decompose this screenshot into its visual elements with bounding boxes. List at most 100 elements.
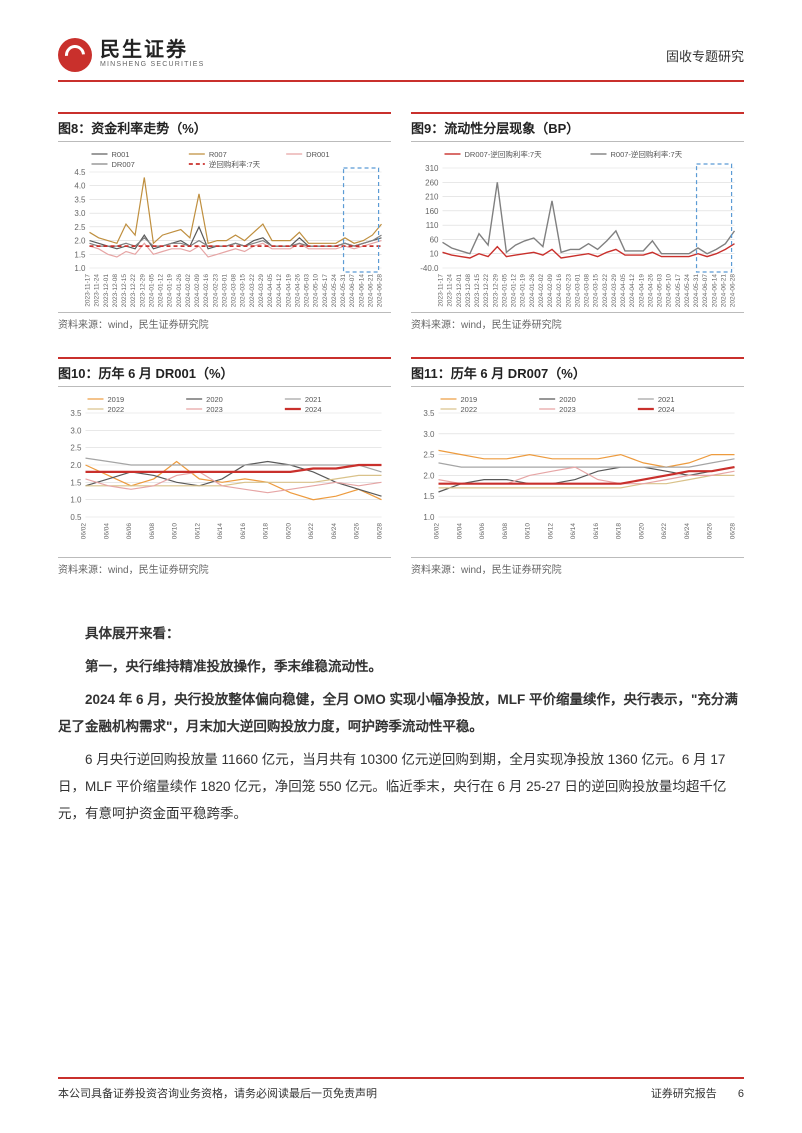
- svg-text:06/14: 06/14: [217, 523, 224, 540]
- svg-text:2023-12-22: 2023-12-22: [483, 274, 490, 308]
- svg-text:2.0: 2.0: [70, 461, 82, 470]
- svg-text:2024-02-23: 2024-02-23: [565, 274, 572, 308]
- svg-text:2024-06-14: 2024-06-14: [711, 274, 718, 308]
- svg-text:2024-03-29: 2024-03-29: [258, 274, 265, 308]
- svg-text:2024-06-28: 2024-06-28: [377, 274, 384, 308]
- svg-text:2024-04-05: 2024-04-05: [620, 274, 627, 308]
- svg-text:2024-01-05: 2024-01-05: [501, 274, 508, 308]
- svg-text:DR001: DR001: [306, 150, 329, 159]
- svg-text:逆回购利率:7天: 逆回购利率:7天: [209, 159, 261, 169]
- svg-text:2024-05-03: 2024-05-03: [304, 274, 311, 308]
- chart-10-source: 资料来源：wind，民生证券研究院: [58, 557, 391, 576]
- svg-text:2023-12-08: 2023-12-08: [112, 274, 119, 308]
- svg-text:2024-01-26: 2024-01-26: [176, 274, 183, 308]
- svg-text:2024-05-10: 2024-05-10: [666, 274, 673, 308]
- chart-8-title: 图8：资金利率走势（%）: [58, 112, 391, 142]
- svg-text:2.5: 2.5: [423, 451, 435, 460]
- svg-text:R001: R001: [112, 150, 130, 159]
- svg-text:2023-12-15: 2023-12-15: [474, 274, 481, 308]
- svg-text:2024-04-19: 2024-04-19: [285, 274, 292, 308]
- page-number: 6: [738, 1088, 744, 1100]
- svg-text:2024-04-05: 2024-04-05: [267, 274, 274, 308]
- svg-text:1.0: 1.0: [74, 264, 86, 273]
- svg-text:06/08: 06/08: [502, 523, 509, 540]
- svg-text:2023-12-01: 2023-12-01: [103, 274, 110, 308]
- svg-text:2020: 2020: [206, 395, 223, 404]
- svg-text:2023: 2023: [206, 405, 223, 414]
- svg-text:2020: 2020: [559, 395, 576, 404]
- svg-text:06/02: 06/02: [434, 523, 441, 540]
- svg-text:2024-02-09: 2024-02-09: [194, 274, 201, 308]
- chart-9-source: 资料来源：wind，民生证券研究院: [411, 312, 744, 331]
- svg-text:2024-03-15: 2024-03-15: [240, 274, 247, 308]
- svg-text:06/28: 06/28: [377, 523, 384, 540]
- body-p2: 第一，央行维持精准投放操作，季末维稳流动性。: [58, 653, 744, 680]
- svg-text:2024-06-21: 2024-06-21: [367, 274, 374, 308]
- svg-text:110: 110: [426, 221, 439, 230]
- svg-text:2023-11-17: 2023-11-17: [438, 274, 445, 307]
- svg-text:06/28: 06/28: [730, 523, 737, 540]
- svg-text:1.5: 1.5: [74, 250, 86, 259]
- svg-text:-40.0: -40.0: [420, 264, 439, 273]
- svg-text:3.0: 3.0: [74, 209, 86, 218]
- svg-text:2023-11-24: 2023-11-24: [94, 274, 101, 307]
- svg-text:2024-03-01: 2024-03-01: [221, 274, 228, 308]
- chart-11-source: 资料来源：wind，民生证券研究院: [411, 557, 744, 576]
- svg-text:06/06: 06/06: [479, 523, 486, 540]
- footer-left: 本公司具备证券投资咨询业务资格，请务必阅读最后一页免责声明: [58, 1085, 377, 1101]
- svg-text:06/06: 06/06: [126, 523, 133, 540]
- svg-text:06/10: 06/10: [172, 523, 179, 540]
- svg-text:2024-04-12: 2024-04-12: [276, 274, 283, 308]
- body-p4: 6 月央行逆回购投放量 11660 亿元，当月共有 10300 亿元逆回购到期，…: [58, 746, 744, 827]
- logo-text-cn: 民生证券: [100, 40, 204, 60]
- svg-text:2024-01-12: 2024-01-12: [158, 274, 165, 308]
- svg-text:06/16: 06/16: [240, 523, 247, 540]
- svg-text:06/10: 06/10: [525, 523, 532, 540]
- svg-text:06/26: 06/26: [354, 523, 361, 540]
- chart-11: 图11：历年 6 月 DR007（%） 1.01.52.02.53.03.506…: [411, 357, 744, 576]
- svg-text:2.5: 2.5: [70, 444, 82, 453]
- svg-text:2.5: 2.5: [74, 223, 86, 232]
- svg-text:2024-01-12: 2024-01-12: [511, 274, 518, 308]
- svg-text:2023-12-22: 2023-12-22: [130, 274, 137, 308]
- svg-text:260: 260: [425, 178, 439, 187]
- svg-text:06/16: 06/16: [593, 523, 600, 540]
- svg-text:2.0: 2.0: [74, 237, 86, 246]
- svg-text:2024-02-16: 2024-02-16: [556, 274, 563, 308]
- svg-text:2024-05-17: 2024-05-17: [675, 274, 682, 308]
- svg-text:2023-12-08: 2023-12-08: [465, 274, 472, 308]
- svg-text:2022: 2022: [108, 405, 125, 414]
- svg-text:06/22: 06/22: [308, 523, 315, 540]
- svg-text:06/04: 06/04: [103, 523, 110, 540]
- svg-text:2024-05-10: 2024-05-10: [313, 274, 320, 308]
- svg-text:2023-12-29: 2023-12-29: [492, 274, 499, 308]
- svg-text:06/24: 06/24: [331, 523, 338, 540]
- svg-text:2.0: 2.0: [423, 471, 435, 480]
- svg-text:1.0: 1.0: [423, 513, 435, 522]
- svg-text:06/08: 06/08: [149, 523, 156, 540]
- svg-text:06/24: 06/24: [684, 523, 691, 540]
- chart-11-title: 图11：历年 6 月 DR007（%）: [411, 357, 744, 387]
- svg-text:1.5: 1.5: [70, 478, 82, 487]
- svg-text:2024-01-26: 2024-01-26: [529, 274, 536, 308]
- svg-text:3.5: 3.5: [74, 195, 86, 204]
- svg-text:1.5: 1.5: [423, 492, 435, 501]
- svg-text:2024-05-24: 2024-05-24: [331, 274, 338, 308]
- svg-text:3.5: 3.5: [423, 409, 435, 418]
- svg-text:0.5: 0.5: [70, 513, 82, 522]
- svg-text:2024-05-31: 2024-05-31: [340, 274, 347, 308]
- svg-text:10: 10: [430, 250, 439, 259]
- svg-text:2024-04-19: 2024-04-19: [638, 274, 645, 308]
- logo-text-en: MINSHENG SECURITIES: [100, 60, 204, 70]
- body-p1: 具体展开来看：: [58, 620, 744, 647]
- svg-text:06/02: 06/02: [81, 523, 88, 540]
- svg-text:06/26: 06/26: [707, 523, 714, 540]
- svg-text:R007: R007: [209, 150, 227, 159]
- svg-text:2023-11-17: 2023-11-17: [85, 274, 92, 307]
- logo-block: 民生证券 MINSHENG SECURITIES: [58, 38, 204, 72]
- svg-text:2024-03-22: 2024-03-22: [249, 274, 256, 308]
- svg-text:4.0: 4.0: [74, 182, 86, 191]
- svg-text:2024-02-09: 2024-02-09: [547, 274, 554, 308]
- charts-grid: 图8：资金利率走势（%） 1.01.52.02.53.03.54.04.5202…: [58, 112, 744, 576]
- svg-text:DR007-逆回购利率:7天: DR007-逆回购利率:7天: [465, 149, 543, 159]
